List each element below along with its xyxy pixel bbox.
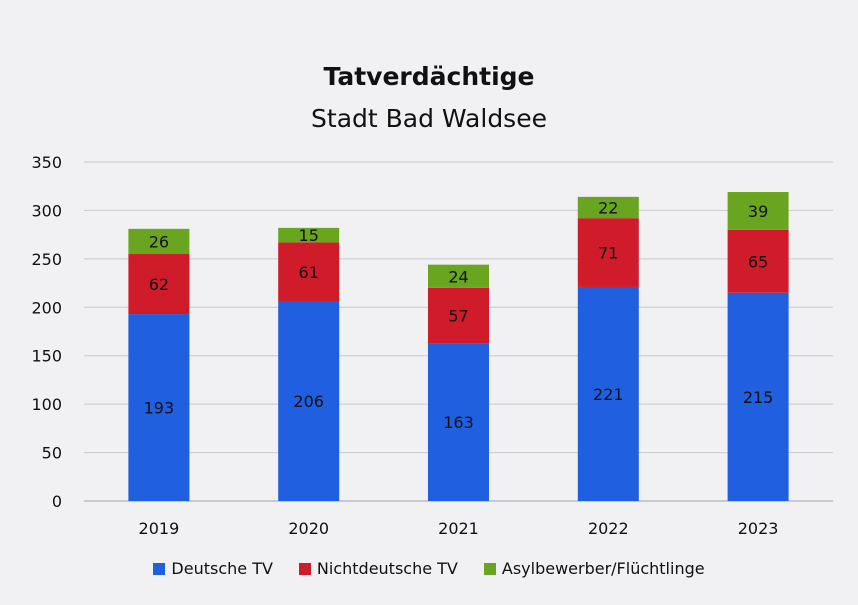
bar-segment <box>428 287 489 344</box>
legend-swatch <box>483 562 496 575</box>
data-label: 15 <box>299 226 319 245</box>
y-tick-label: 300 <box>31 201 62 220</box>
data-label: 26 <box>149 232 169 251</box>
bar-segment <box>278 242 340 302</box>
bar-segment <box>727 192 789 230</box>
bar-segment <box>128 254 190 315</box>
data-label: 193 <box>144 399 175 418</box>
data-label: 65 <box>748 252 768 271</box>
legend-label: Deutsche TV <box>171 559 273 578</box>
data-label: 39 <box>748 202 768 221</box>
legend: Deutsche TV Nichtdeutsche TV Asylbewerber/… <box>0 559 858 578</box>
legend-swatch <box>153 562 166 575</box>
bar-segment <box>577 218 639 287</box>
chart-title: Tatverdächtige <box>323 62 535 91</box>
y-tick-label: 250 <box>31 250 62 269</box>
data-label: 24 <box>448 267 468 286</box>
bar-segment <box>428 343 489 501</box>
x-tick-label: 2021 <box>438 519 479 538</box>
x-tick-label: 2023 <box>738 519 779 538</box>
y-tick-label: 100 <box>31 395 62 414</box>
x-tick-label: 2020 <box>288 519 329 538</box>
y-tick-label: 200 <box>31 298 62 317</box>
bar-segment <box>128 314 190 501</box>
legend-item: Deutsche TV <box>153 559 273 578</box>
x-tick-label: 2022 <box>588 519 629 538</box>
y-tick-label: 50 <box>42 444 62 463</box>
data-label: 163 <box>443 413 474 432</box>
bar-segment <box>278 227 340 243</box>
data-label: 61 <box>299 263 319 282</box>
y-tick-label: 150 <box>31 347 62 366</box>
x-tick-label: 2019 <box>139 519 180 538</box>
bar-segment <box>577 286 639 501</box>
data-label: 57 <box>448 307 468 326</box>
legend-item: Asylbewerber/Flüchtlinge <box>483 559 705 578</box>
y-tick-label: 0 <box>52 492 62 511</box>
bar-segment <box>128 228 190 255</box>
data-label: 22 <box>598 199 618 218</box>
legend-swatch <box>298 562 311 575</box>
legend-label: Asylbewerber/Flüchtlinge <box>501 559 705 578</box>
bar-segment <box>577 196 639 219</box>
data-label: 206 <box>293 392 324 411</box>
data-label: 71 <box>598 244 618 263</box>
y-tick-label: 350 <box>31 153 62 172</box>
bar-segment <box>727 292 789 501</box>
data-label: 221 <box>593 385 624 404</box>
data-label: 215 <box>743 388 774 407</box>
chart-subtitle: Stadt Bad Waldsee <box>311 104 547 133</box>
legend-label: Nichtdeutsche TV <box>316 559 458 578</box>
data-label: 62 <box>149 275 169 294</box>
bar-segment <box>278 301 340 501</box>
bar-segment <box>428 264 489 288</box>
bar-segment <box>727 229 789 293</box>
legend-item: Nichtdeutsche TV <box>298 559 458 578</box>
